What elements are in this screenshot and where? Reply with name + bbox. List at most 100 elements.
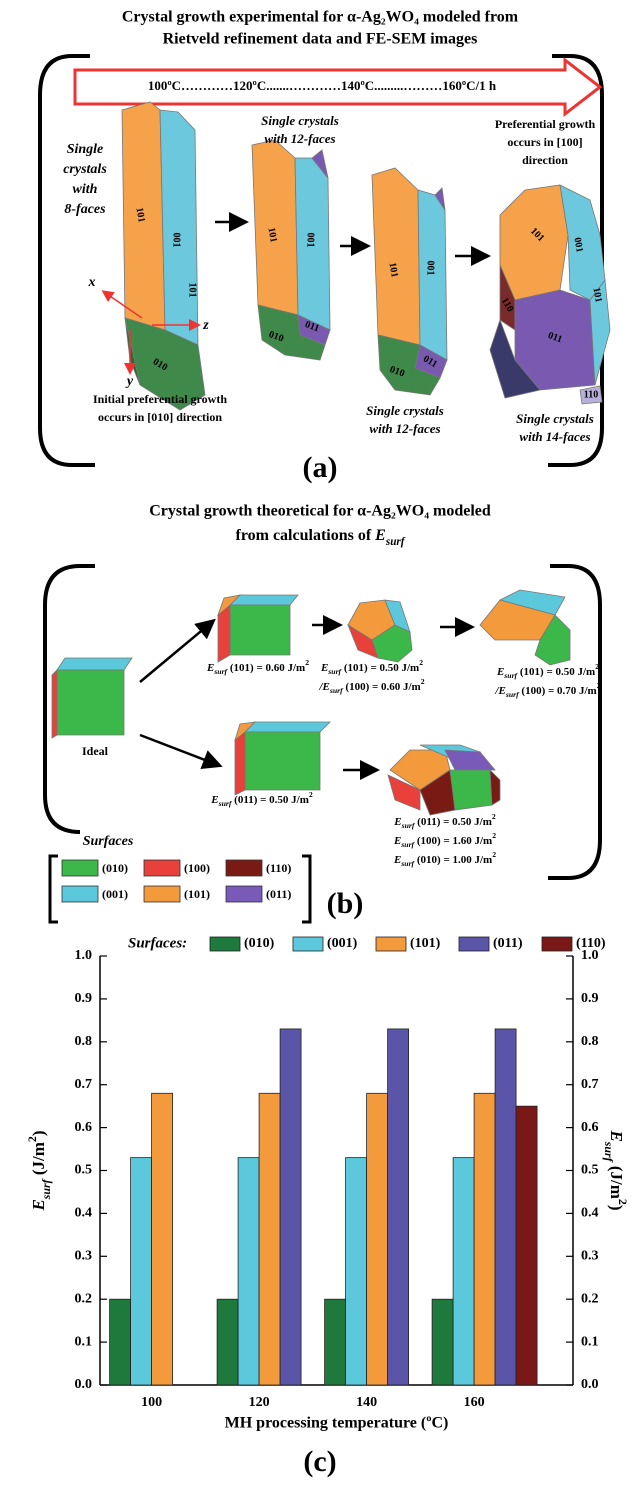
panel-title: Crystal growth theoretical for α-Ag₂WO₄ … (149, 503, 491, 520)
arrow (140, 622, 212, 682)
legend-label: (100) (184, 861, 210, 875)
y2-tick-label: 0.1 (581, 1334, 599, 1349)
legend-swatch (376, 937, 406, 951)
y-tick-label: 0.0 (75, 1377, 93, 1392)
bar (474, 1093, 495, 1385)
note: occurs in [010] direction (98, 410, 222, 424)
text-part: (011) = 0.50 J/m (414, 816, 491, 828)
text-part: 2 (492, 831, 496, 840)
legend-title: Surfaces: (128, 935, 187, 951)
bar (388, 1029, 409, 1385)
text-part: (011) = 0.50 J/m (231, 794, 308, 806)
panel-title: from calculations of Esurf (235, 527, 405, 548)
panel-title: Crystal growth experimental for α-Ag₂WO₄… (122, 9, 519, 26)
legend-swatch (459, 937, 489, 951)
text-part: /E (494, 685, 505, 697)
crystal-face (57, 658, 132, 670)
panel-label: (a) (303, 451, 338, 484)
y2-tick-label: 0.7 (581, 1077, 599, 1092)
text-part: (010) = 1.00 J/m (414, 854, 492, 866)
arrow (140, 735, 218, 765)
axis-letter: z (202, 318, 209, 333)
temperature-scale: 100ºC…………120ºC.......…………140ºC.........…… (148, 78, 497, 93)
text-part: (100) = 0.70 J/m (519, 685, 597, 697)
text-part: 2 (597, 681, 601, 690)
note: Single crystals (516, 411, 594, 426)
text-part: (100) = 0.60 J/m (343, 681, 421, 693)
panel-title: Rietveld refinement data and FE-SEM imag… (163, 31, 478, 48)
body: xyzCrystal growth experimental for α-Ag₂… (0, 0, 641, 1490)
y-tick-label: 0.7 (75, 1077, 93, 1092)
legend-swatch (210, 937, 240, 951)
text-part: ) (607, 1205, 626, 1211)
bar (367, 1093, 388, 1385)
legend-swatch (226, 860, 262, 876)
legend-swatch (542, 937, 572, 951)
note: Single (67, 142, 104, 157)
energy-annotation: Esurf (101) = 0.50 J/m2 (320, 658, 423, 676)
y2-tick-label: 0.3 (581, 1249, 599, 1264)
legend-label: (101) (410, 936, 441, 951)
text-part: ) (29, 1130, 48, 1136)
bar (432, 1299, 453, 1385)
legend-title: Surfaces (83, 834, 134, 849)
legend-label: (110) (266, 861, 291, 875)
text-part: (J/m (607, 1162, 626, 1199)
text-part: E (374, 527, 386, 544)
x-axis-title: MH processing temperature (ºC) (225, 1415, 449, 1432)
text-part: 2 (492, 812, 496, 821)
legend-swatch (144, 860, 180, 876)
crystal-face (450, 770, 492, 810)
legend-label: (110) (576, 936, 606, 951)
bar (131, 1158, 152, 1385)
legend-bracket (302, 856, 310, 922)
text-part: 2 (309, 790, 313, 799)
bar (346, 1158, 367, 1385)
y-tick-label: 0.2 (75, 1291, 93, 1306)
text-part: 2 (421, 677, 425, 686)
bar (495, 1029, 516, 1385)
legend-label: (101) (184, 887, 210, 901)
crystal-face (160, 110, 198, 345)
axis-letter: x (88, 275, 96, 290)
legend-swatch (62, 886, 98, 902)
text-part: (J/m (29, 1142, 48, 1179)
crystal-face (500, 185, 568, 300)
y-tick-label: 0.8 (75, 1034, 93, 1049)
energy-annotation: Esurf (011) = 0.50 J/m2 (210, 790, 313, 808)
text-part: E (29, 1199, 48, 1211)
y-tick-label: 0.5 (75, 1163, 93, 1178)
text-part: E (206, 662, 214, 674)
legend-bracket (50, 856, 58, 922)
y2-tick-label: 0.9 (581, 991, 599, 1006)
face-label: 001 (305, 233, 316, 248)
note: Single crystals (261, 113, 339, 128)
crystal-face (372, 168, 420, 345)
bar (259, 1093, 280, 1385)
note: with 12-faces (264, 131, 335, 146)
x-tick-label: 100 (141, 1395, 162, 1410)
text-part: E (393, 835, 401, 847)
bar (280, 1029, 301, 1385)
y-tick-label: 0.9 (75, 991, 93, 1006)
face-label: 001 (425, 261, 436, 276)
text-part: E (393, 816, 401, 828)
energy-annotation: Esurf (010) = 1.00 J/m2 (393, 850, 496, 868)
text-part: 2 (595, 662, 599, 671)
text-part: 2 (419, 658, 423, 667)
figure: xyzCrystal growth experimental for α-Ag₂… (0, 0, 641, 1490)
bar (217, 1299, 238, 1385)
y2-tick-label: 0.4 (581, 1206, 599, 1221)
note: Single crystals (366, 403, 444, 418)
y2-tick-label: 0.8 (581, 1034, 599, 1049)
legend-swatch (293, 937, 323, 951)
text-part: E (607, 1129, 626, 1141)
energy-annotation: /Esurf (100) = 0.60 J/m2 (318, 677, 424, 695)
text-part: 2 (492, 850, 496, 859)
legend-label: (001) (327, 936, 358, 951)
legend-swatch (62, 860, 98, 876)
text-part: (100) = 1.60 J/m (414, 835, 492, 847)
bar (152, 1093, 173, 1385)
note: Preferential growth (495, 117, 596, 131)
text-part: (101) = 0.50 J/m (341, 662, 419, 674)
